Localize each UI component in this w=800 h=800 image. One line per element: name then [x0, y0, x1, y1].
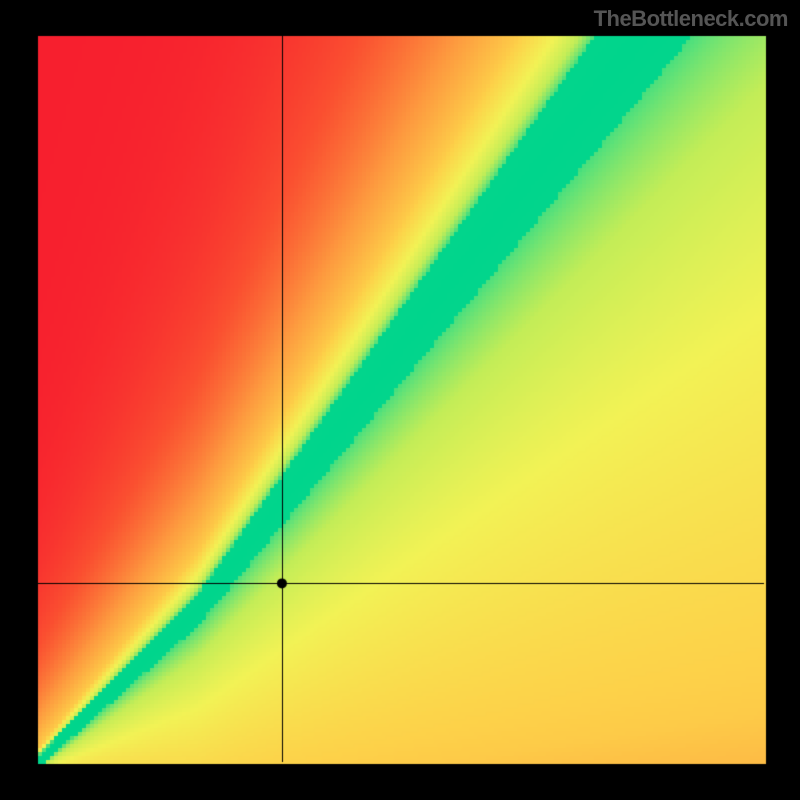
heatmap-canvas — [0, 0, 800, 800]
chart-container: TheBottleneck.com — [0, 0, 800, 800]
watermark-text: TheBottleneck.com — [594, 6, 788, 32]
